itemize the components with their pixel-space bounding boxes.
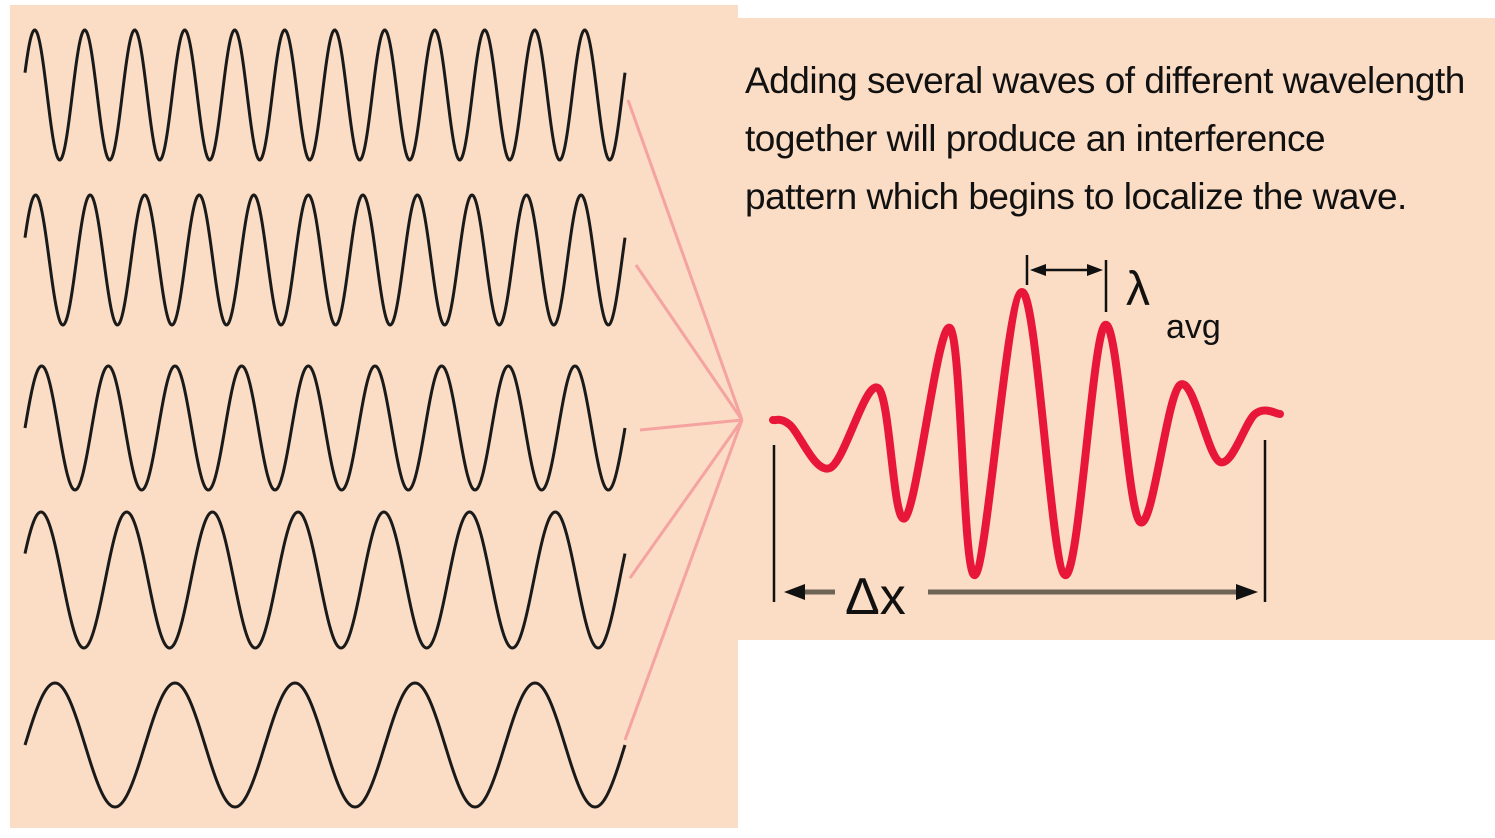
- converging-line-5: [623, 419, 744, 741]
- caption-line-2: together will produce an interference: [745, 118, 1326, 159]
- converging-line-2: [634, 264, 744, 421]
- caption: Adding several waves of different wavele…: [745, 52, 1485, 226]
- right-panel-background: [738, 18, 1495, 640]
- component-wave-2: [23, 193, 627, 327]
- caption-line-1: Adding several waves of different wavele…: [745, 60, 1465, 101]
- lambda-avg-marker: [1025, 255, 1108, 312]
- delta-x-arrowhead-left: [784, 584, 805, 600]
- converging-lines: [623, 99, 744, 741]
- converging-line-1: [626, 99, 744, 421]
- lambda-subscript: avg: [1166, 308, 1221, 346]
- delta-x-arrowhead-right: [1236, 584, 1258, 600]
- wave-packet-curve: [769, 288, 1284, 580]
- component-wave-3: [23, 364, 627, 492]
- caption-line-3: pattern which begins to localize the wav…: [745, 176, 1407, 217]
- component-wave-4: [23, 510, 627, 650]
- component-waves: [23, 28, 627, 809]
- component-wave-1: [23, 28, 627, 162]
- lambda-arrowhead-left: [1030, 264, 1046, 276]
- lambda-symbol: λ: [1126, 263, 1150, 316]
- lambda-arrowhead-right: [1087, 264, 1103, 276]
- delta-x-span: [772, 440, 1267, 602]
- converging-line-4: [628, 419, 744, 579]
- converging-line-3: [639, 418, 743, 432]
- delta-x-label: Δx: [845, 568, 906, 626]
- component-wave-5: [23, 681, 627, 809]
